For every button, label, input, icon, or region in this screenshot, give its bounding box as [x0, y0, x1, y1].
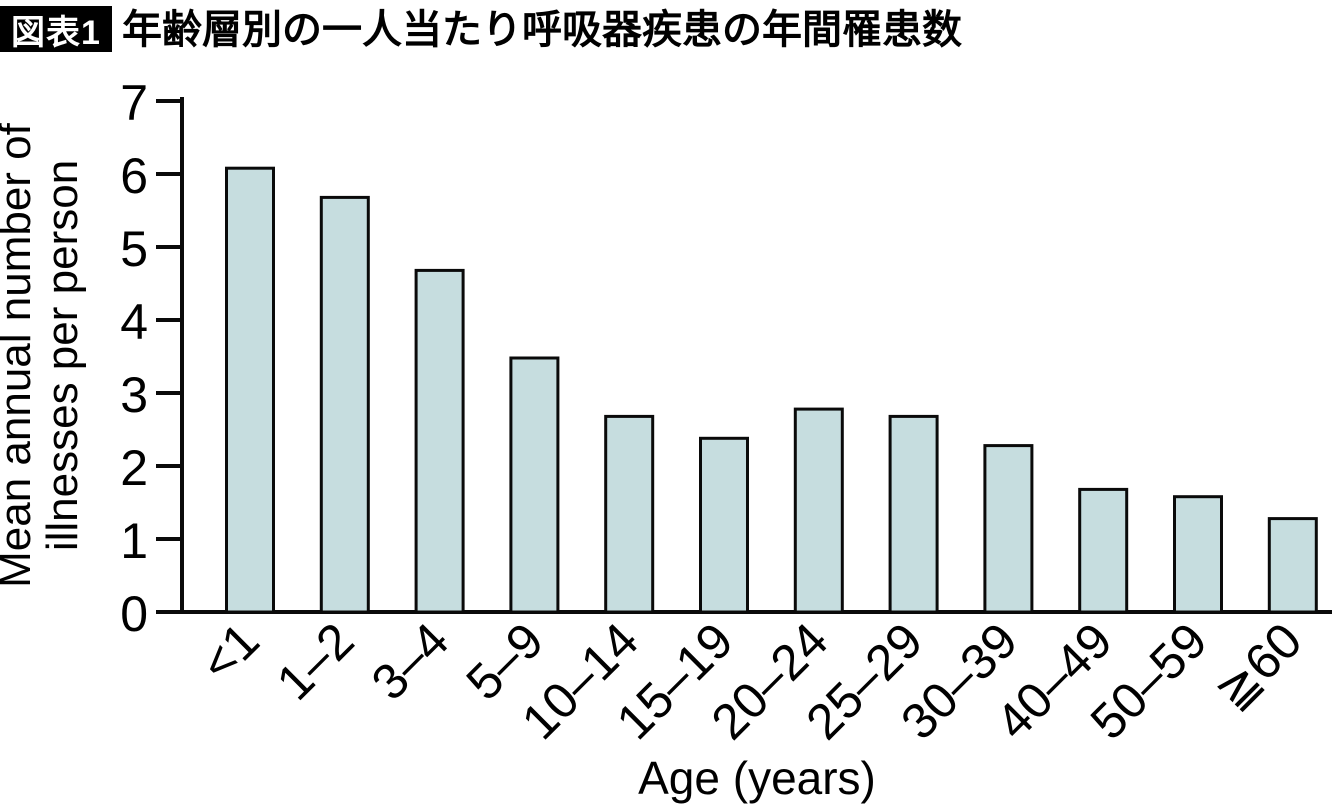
bar	[319, 195, 370, 614]
bar	[888, 414, 939, 614]
x-axis-title: Age (years)	[638, 752, 876, 804]
x-axis-tick-label: 3–4	[361, 612, 460, 711]
bar	[1267, 517, 1318, 614]
bar	[1078, 487, 1129, 614]
x-axis-tick-label: 1–2	[266, 612, 365, 711]
y-axis-tick-label: 0	[120, 586, 148, 642]
bar	[414, 268, 465, 614]
y-axis-tick-label: 3	[120, 367, 148, 423]
bar	[1173, 495, 1223, 614]
y-axis-tick-label: 4	[120, 294, 148, 350]
x-axis-tick-label: ≧60	[1204, 612, 1313, 721]
figure-badge: 図表1	[0, 6, 112, 52]
y-axis-tick-label: 5	[120, 221, 148, 277]
bar	[604, 414, 655, 614]
bar	[983, 444, 1034, 614]
y-axis-tick-label: 7	[120, 75, 148, 131]
bar	[225, 166, 275, 614]
figure-header: 図表1 年齢層別の一人当たり呼吸器疾患の年間罹患数	[0, 0, 1340, 58]
y-axis-tick-label: 6	[120, 148, 148, 204]
figure-title: 年齢層別の一人当たり呼吸器疾患の年間罹患数	[122, 8, 962, 52]
bar	[509, 356, 560, 614]
bar	[699, 436, 749, 614]
bar	[793, 407, 844, 614]
y-axis-title: Mean annual number ofillnesses per perso…	[0, 122, 87, 588]
x-axis-tick-label: <1	[190, 612, 270, 692]
y-axis-tick-label: 2	[120, 440, 148, 496]
y-axis-tick-label: 1	[120, 513, 148, 569]
